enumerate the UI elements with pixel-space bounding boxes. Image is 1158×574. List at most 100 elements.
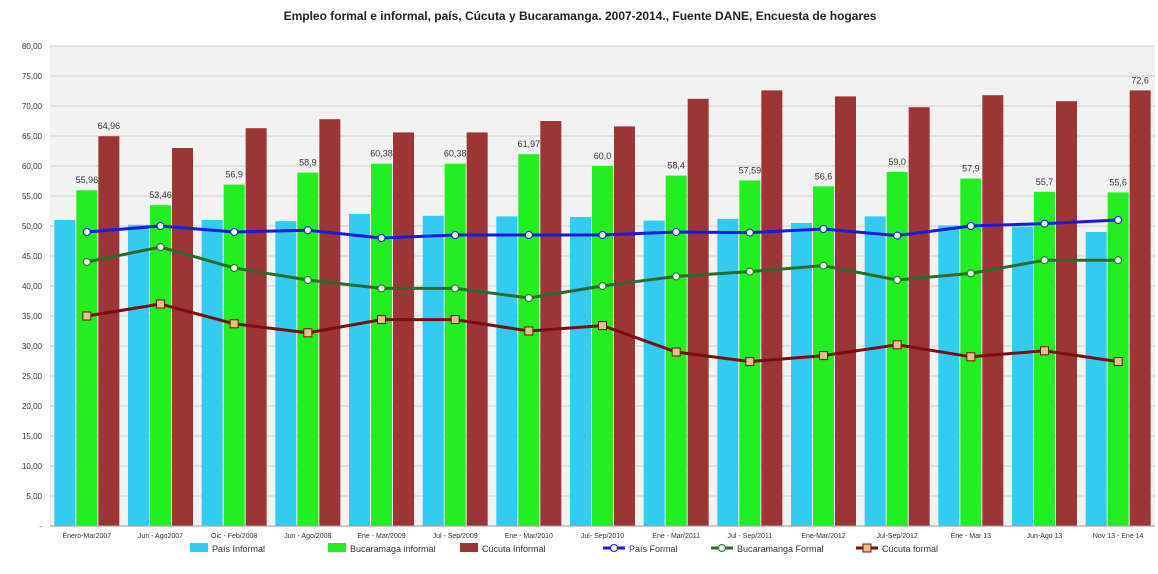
bar-c-cuta-informal — [761, 90, 783, 527]
line-point — [745, 357, 755, 367]
bar-pa-s-informal — [496, 216, 518, 526]
line-point — [1040, 219, 1049, 228]
legend: País Informal Bucaramaga informal Cúcuta I… — [190, 543, 938, 554]
x-tick-label: Nov 13 - Ene 14 — [1093, 533, 1144, 540]
bar-pa-s-informal — [1012, 226, 1033, 526]
bar-pa-s-informal — [349, 214, 370, 526]
bar-c-cuta-informal — [172, 148, 193, 526]
bar-c-cuta-informal — [1129, 90, 1151, 527]
line-point — [672, 272, 681, 281]
legend-label: Cúcuta Informal — [482, 544, 546, 554]
line-point — [598, 231, 607, 239]
data-label: 57,9 — [962, 164, 980, 174]
chart-title: Empleo formal e informal, país, Cúcuta y… — [284, 9, 877, 23]
line-point — [893, 276, 902, 284]
bar-bucaramaga-informal — [297, 172, 319, 526]
x-tick-label: Ene - Mar/2011 — [652, 533, 700, 540]
line-point — [1113, 357, 1123, 367]
line-point — [82, 311, 92, 321]
line-point — [1040, 256, 1049, 265]
line-point — [819, 261, 828, 270]
line-point — [1114, 216, 1123, 224]
line-point — [1114, 256, 1123, 265]
x-tick-label: Ene-Mar/2012 — [801, 533, 845, 540]
legend-label: País Informal — [212, 544, 265, 554]
data-label: 60,38 — [444, 149, 467, 159]
bar-bucaramaga-informal — [371, 163, 392, 526]
line-point — [451, 231, 460, 239]
bar-c-cuta-informal — [687, 98, 709, 527]
line-point — [524, 231, 533, 239]
line-point — [966, 269, 975, 278]
bar-bucaramaga-informal — [1034, 191, 1055, 527]
bar-pa-s-informal — [422, 215, 444, 527]
line-point — [82, 228, 91, 236]
legend-label: País Formal — [629, 544, 678, 554]
y-tick-label: 15,00 — [22, 432, 43, 441]
line-point — [745, 228, 754, 237]
y-tick-label: 10,00 — [22, 462, 43, 471]
bar-pa-s-informal — [275, 221, 297, 526]
x-tick-label: Ene - Mar 13 — [951, 533, 992, 540]
x-tick-label: Jul - Sep/2011 — [728, 533, 773, 540]
bar-c-cuta-informal — [982, 95, 1004, 526]
legend-label: Cúcuta formal — [882, 544, 938, 554]
bar-pa-s-informal — [717, 218, 739, 527]
line-point — [524, 326, 534, 336]
bar-c-cuta-informal — [319, 119, 341, 526]
legend-label: Bucaramaga informal — [350, 544, 436, 554]
x-tick-label: Enero-Mar2007 — [63, 533, 112, 540]
bar-pa-s-informal — [54, 220, 76, 526]
line-point — [303, 276, 312, 284]
y-tick-label: 75,00 — [22, 72, 43, 81]
line-point — [451, 284, 460, 293]
y-tick-label: 80,00 — [22, 42, 43, 51]
line-point — [672, 228, 681, 236]
y-tick-label: 45,00 — [22, 252, 43, 261]
x-tick-label: Jun - Ago/2008 — [284, 533, 331, 540]
line-point — [819, 351, 828, 361]
bar-c-cuta-informal — [466, 132, 488, 526]
bar-pa-s-informal — [791, 223, 812, 526]
y-tick-label: 30,00 — [22, 342, 43, 351]
x-tick-label: Oic - Feb/2008 — [211, 533, 257, 540]
data-label: 58,9 — [299, 158, 317, 168]
x-tick-label: Jul- Sep/2010 — [581, 533, 624, 540]
y-tick-label: 70,00 — [22, 102, 43, 111]
bar-pa-s-informal — [570, 217, 591, 526]
line-point — [82, 258, 91, 266]
line-point — [671, 347, 681, 357]
y-tick-label: 50,00 — [22, 222, 43, 231]
bar-c-cuta-informal — [540, 121, 562, 526]
y-tick-label: 60,00 — [22, 162, 43, 171]
legend-marker — [718, 544, 726, 552]
bar-pa-s-informal — [938, 225, 960, 526]
data-label: 55,6 — [1109, 177, 1127, 187]
line-point — [156, 222, 165, 230]
line-point — [598, 321, 607, 331]
data-label: 55,7 — [1036, 177, 1054, 187]
line-point — [745, 267, 754, 276]
data-label: 59,0 — [888, 157, 906, 167]
data-label: 57,59 — [739, 165, 762, 175]
bar-c-cuta-informal — [835, 96, 856, 527]
line-point — [303, 226, 312, 235]
x-tick-label: Jul-Sep/2012 — [877, 533, 918, 540]
line-point — [524, 294, 533, 302]
bar-pa-s-informal — [643, 220, 665, 526]
y-tick-label: 25,00 — [22, 372, 43, 381]
line-point — [156, 243, 165, 251]
line-point — [230, 228, 239, 236]
legend-swatch — [460, 543, 478, 552]
line-point — [966, 352, 976, 362]
line-point — [229, 319, 239, 329]
line-point — [156, 299, 165, 309]
x-tick-label: Jun - Ago2007 — [138, 533, 183, 540]
x-axis: Enero-Mar2007 Jun - Ago2007 Oic - Feb/2008… — [50, 525, 1155, 540]
bar-bucaramaga-informal — [76, 190, 98, 527]
y-axis: - 5,00 10,00 15,00 20,00 25,00 30,00 35,00 40,00… — [22, 42, 43, 531]
bar-bucaramaga-informal — [444, 163, 466, 526]
bar-c-cuta-informal — [614, 126, 635, 527]
line-point — [893, 231, 902, 240]
line-point — [892, 340, 902, 350]
